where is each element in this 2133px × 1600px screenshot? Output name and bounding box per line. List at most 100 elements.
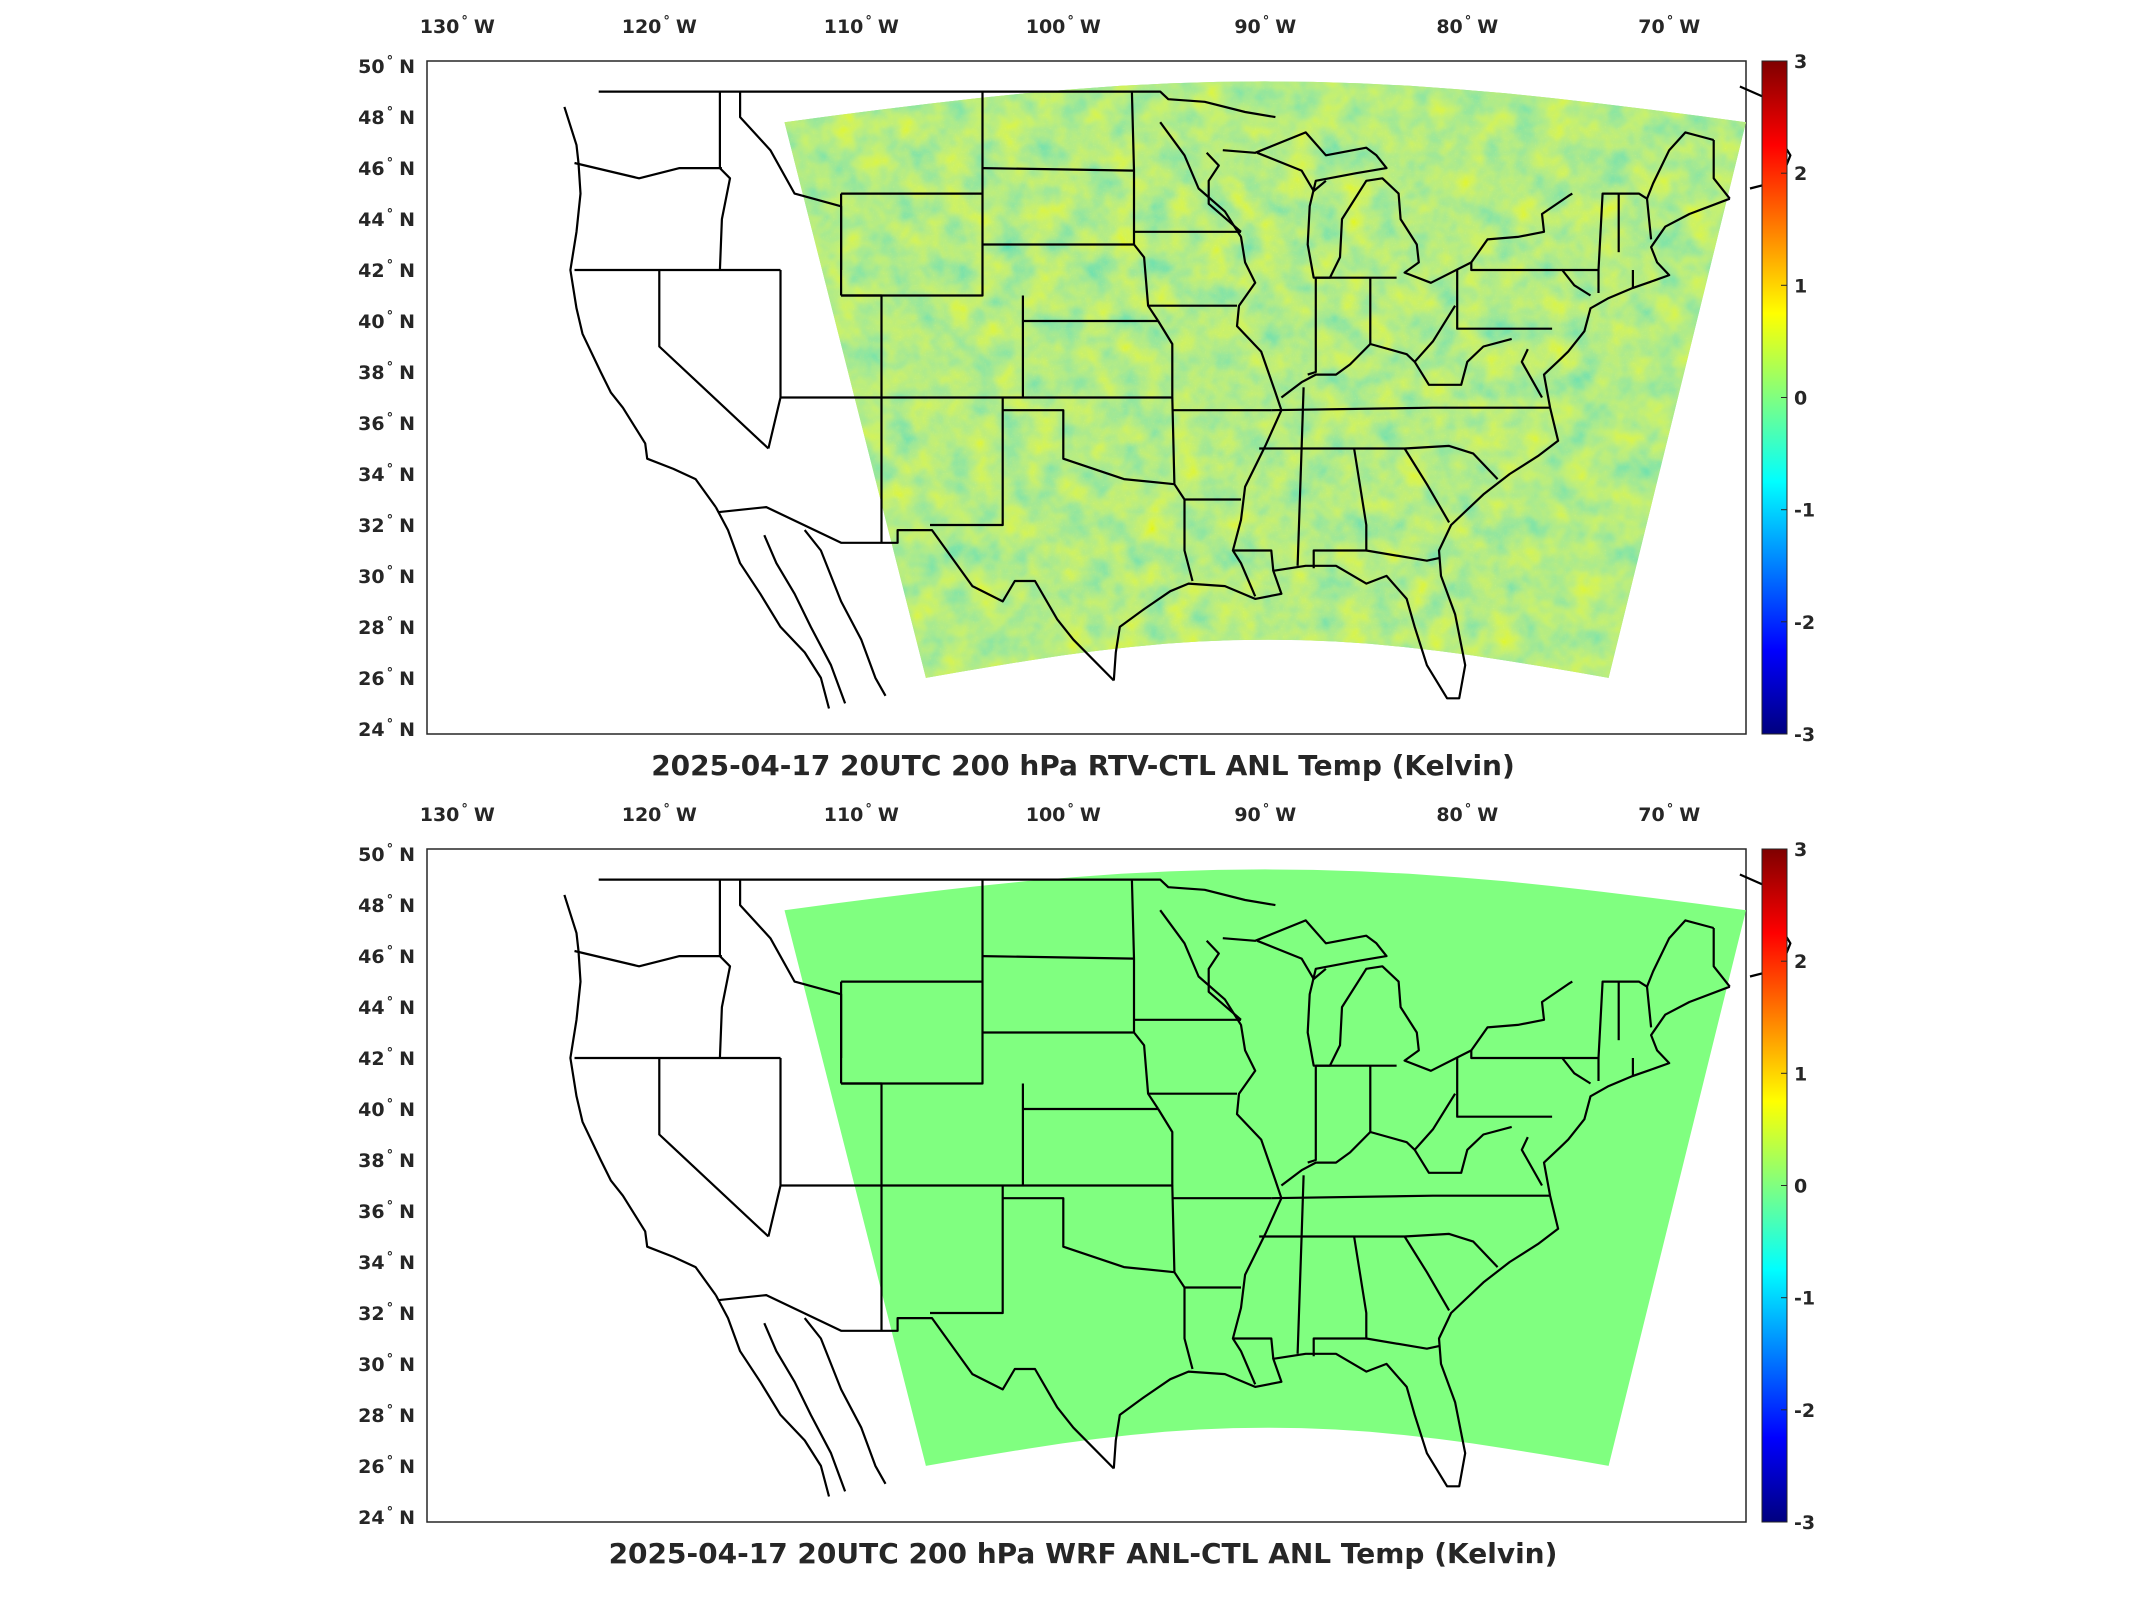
geo-line — [1256, 939, 1327, 981]
lat-tick-label: 26 ° N — [358, 666, 415, 690]
geo-line — [1280, 1093, 1457, 1187]
geo-line — [1002, 1197, 1175, 1274]
lon-tick-label: 70 ° W — [1638, 802, 1700, 826]
geo-line — [1307, 1065, 1317, 1164]
longitude-tick-labels-bottom: 130 ° W 120 ° W 110 ° W 100 ° W 90 ° W 80 ° W 70 ° W — [420, 802, 1700, 826]
geo-line — [1022, 1108, 1174, 1187]
geo-line — [1413, 1125, 1512, 1174]
geo-line — [598, 878, 1276, 907]
geo-line — [1205, 152, 1242, 233]
geo-line — [930, 1185, 1004, 1315]
geo-line — [1159, 121, 1283, 597]
lat-tick-label: 36 ° N — [358, 1199, 415, 1223]
geo-line — [1413, 337, 1512, 386]
geo-line — [574, 161, 722, 180]
geo-line — [1205, 940, 1242, 1021]
geo-line — [658, 270, 770, 450]
temperature-field-bottom — [784, 869, 1746, 1466]
lon-tick-label: 110 ° W — [824, 802, 899, 826]
geo-line — [1159, 909, 1283, 1385]
geo-line — [1562, 980, 1653, 1060]
geo-line — [714, 506, 831, 709]
geo-line — [718, 91, 732, 271]
lat-tick-label: 46 ° N — [358, 156, 415, 180]
geo-line — [1712, 928, 1731, 988]
geo-line — [1645, 919, 1714, 988]
coastlines-and-borders-bottom — [563, 873, 1792, 1497]
geo-line — [1271, 406, 1551, 412]
geo-line — [1222, 131, 1573, 284]
longitude-tick-labels-top: 130 ° W 120 ° W 110 ° W 100 ° W 90 ° W 80 ° W 70 ° W — [420, 14, 1700, 38]
geo-line — [1403, 1235, 1451, 1311]
lat-tick-label: 38 ° N — [358, 1148, 415, 1172]
lon-tick-label: 120 ° W — [622, 802, 697, 826]
lat-tick-label: 40 ° N — [358, 1097, 415, 1121]
geo-line — [1280, 305, 1457, 399]
lat-tick-label: 48 ° N — [358, 893, 415, 917]
latitude-tick-labels-bottom: 50 ° N 48 ° N 46 ° N 44 ° N 42 ° N 40 ° N 38 ° N 36 ° N 34 ° N 32 ° N… — [358, 842, 415, 1529]
lon-tick-label: 130 ° W — [420, 14, 495, 38]
colorbar-tick-label: 1 — [1794, 275, 1807, 297]
geo-line — [1022, 320, 1174, 399]
lat-tick-label: 30 ° N — [358, 1352, 415, 1376]
colorbar-tick-label: 0 — [1794, 388, 1807, 410]
geo-line — [1232, 1337, 1275, 1359]
geo-line — [574, 949, 722, 968]
geo-line — [841, 879, 984, 1085]
lon-tick-label: 90 ° W — [1234, 14, 1296, 38]
geo-line — [982, 955, 1135, 960]
lon-tick-label: 70 ° W — [1638, 14, 1700, 38]
colorbar-ticks-bottom: 3 2 1 0 -1 -2 -3 — [1781, 839, 1815, 1534]
geo-line — [714, 1294, 831, 1497]
geo-line — [1259, 1232, 1499, 1268]
geo-line — [803, 529, 887, 697]
lat-tick-label: 48 ° N — [358, 105, 415, 129]
colorbar-tick-label: 3 — [1794, 51, 1807, 73]
lat-tick-label: 38 ° N — [358, 360, 415, 384]
geo-line — [1271, 1194, 1551, 1200]
lat-tick-label: 32 ° N — [358, 513, 415, 537]
geo-line — [803, 1317, 887, 1485]
lat-tick-label: 46 ° N — [358, 944, 415, 968]
geo-line — [1712, 140, 1731, 200]
geo-line — [1307, 277, 1317, 376]
geo-line — [717, 1294, 1115, 1470]
lon-tick-label: 80 ° W — [1436, 802, 1498, 826]
map-panel-top: 130 ° W 120 ° W 110 ° W 100 ° W 90 ° W 80 ° W 70 ° W 50 ° N 48 °… — [358, 14, 1815, 782]
lat-tick-label: 30 ° N — [358, 564, 415, 588]
colorbar-ticks-top: 3 2 1 0 -1 -2 -3 — [1781, 51, 1815, 746]
lat-tick-label: 36 ° N — [358, 411, 415, 435]
temperature-field-top — [784, 81, 1746, 678]
geo-line — [763, 534, 847, 704]
coastlines-and-borders-top — [563, 85, 1792, 709]
geo-line — [1456, 1058, 1553, 1118]
lat-tick-label: 24 ° N — [358, 1505, 415, 1529]
lat-tick-label: 26 ° N — [358, 1454, 415, 1478]
lat-tick-label: 40 ° N — [358, 309, 415, 333]
geo-line — [718, 879, 732, 1059]
map-panel-bottom: 130 ° W 120 ° W 110 ° W 100 ° W 90 ° W 80 ° W 70 ° W 50 ° N 48 °… — [358, 802, 1815, 1570]
lat-tick-label: 28 ° N — [358, 1403, 415, 1427]
geo-line — [1645, 131, 1714, 200]
geo-line — [841, 91, 984, 297]
lat-tick-label: 34 ° N — [358, 462, 415, 486]
colorbar-tick-label: 3 — [1794, 839, 1807, 861]
geo-line — [1366, 549, 1440, 562]
colorbar-tick-label: -1 — [1794, 500, 1815, 522]
geo-line — [1456, 270, 1553, 330]
colorbar-tick-label: -1 — [1794, 1288, 1815, 1310]
geo-line — [1366, 1337, 1440, 1350]
geo-line — [563, 106, 717, 508]
lat-tick-label: 50 ° N — [358, 842, 415, 866]
lat-tick-label: 44 ° N — [358, 995, 415, 1019]
geo-line — [982, 167, 1135, 172]
geo-line — [982, 1031, 1160, 1110]
lat-tick-label: 24 ° N — [358, 717, 415, 741]
geo-line — [1403, 447, 1451, 523]
lon-tick-label: 130 ° W — [420, 802, 495, 826]
geo-line — [1256, 151, 1327, 193]
lon-tick-label: 100 ° W — [1026, 802, 1101, 826]
panel-title-bottom: 2025-04-17 20UTC 200 hPa WRF ANL-CTL ANL… — [609, 1537, 1558, 1570]
geo-line — [1002, 409, 1175, 486]
geo-line — [1222, 919, 1573, 1072]
